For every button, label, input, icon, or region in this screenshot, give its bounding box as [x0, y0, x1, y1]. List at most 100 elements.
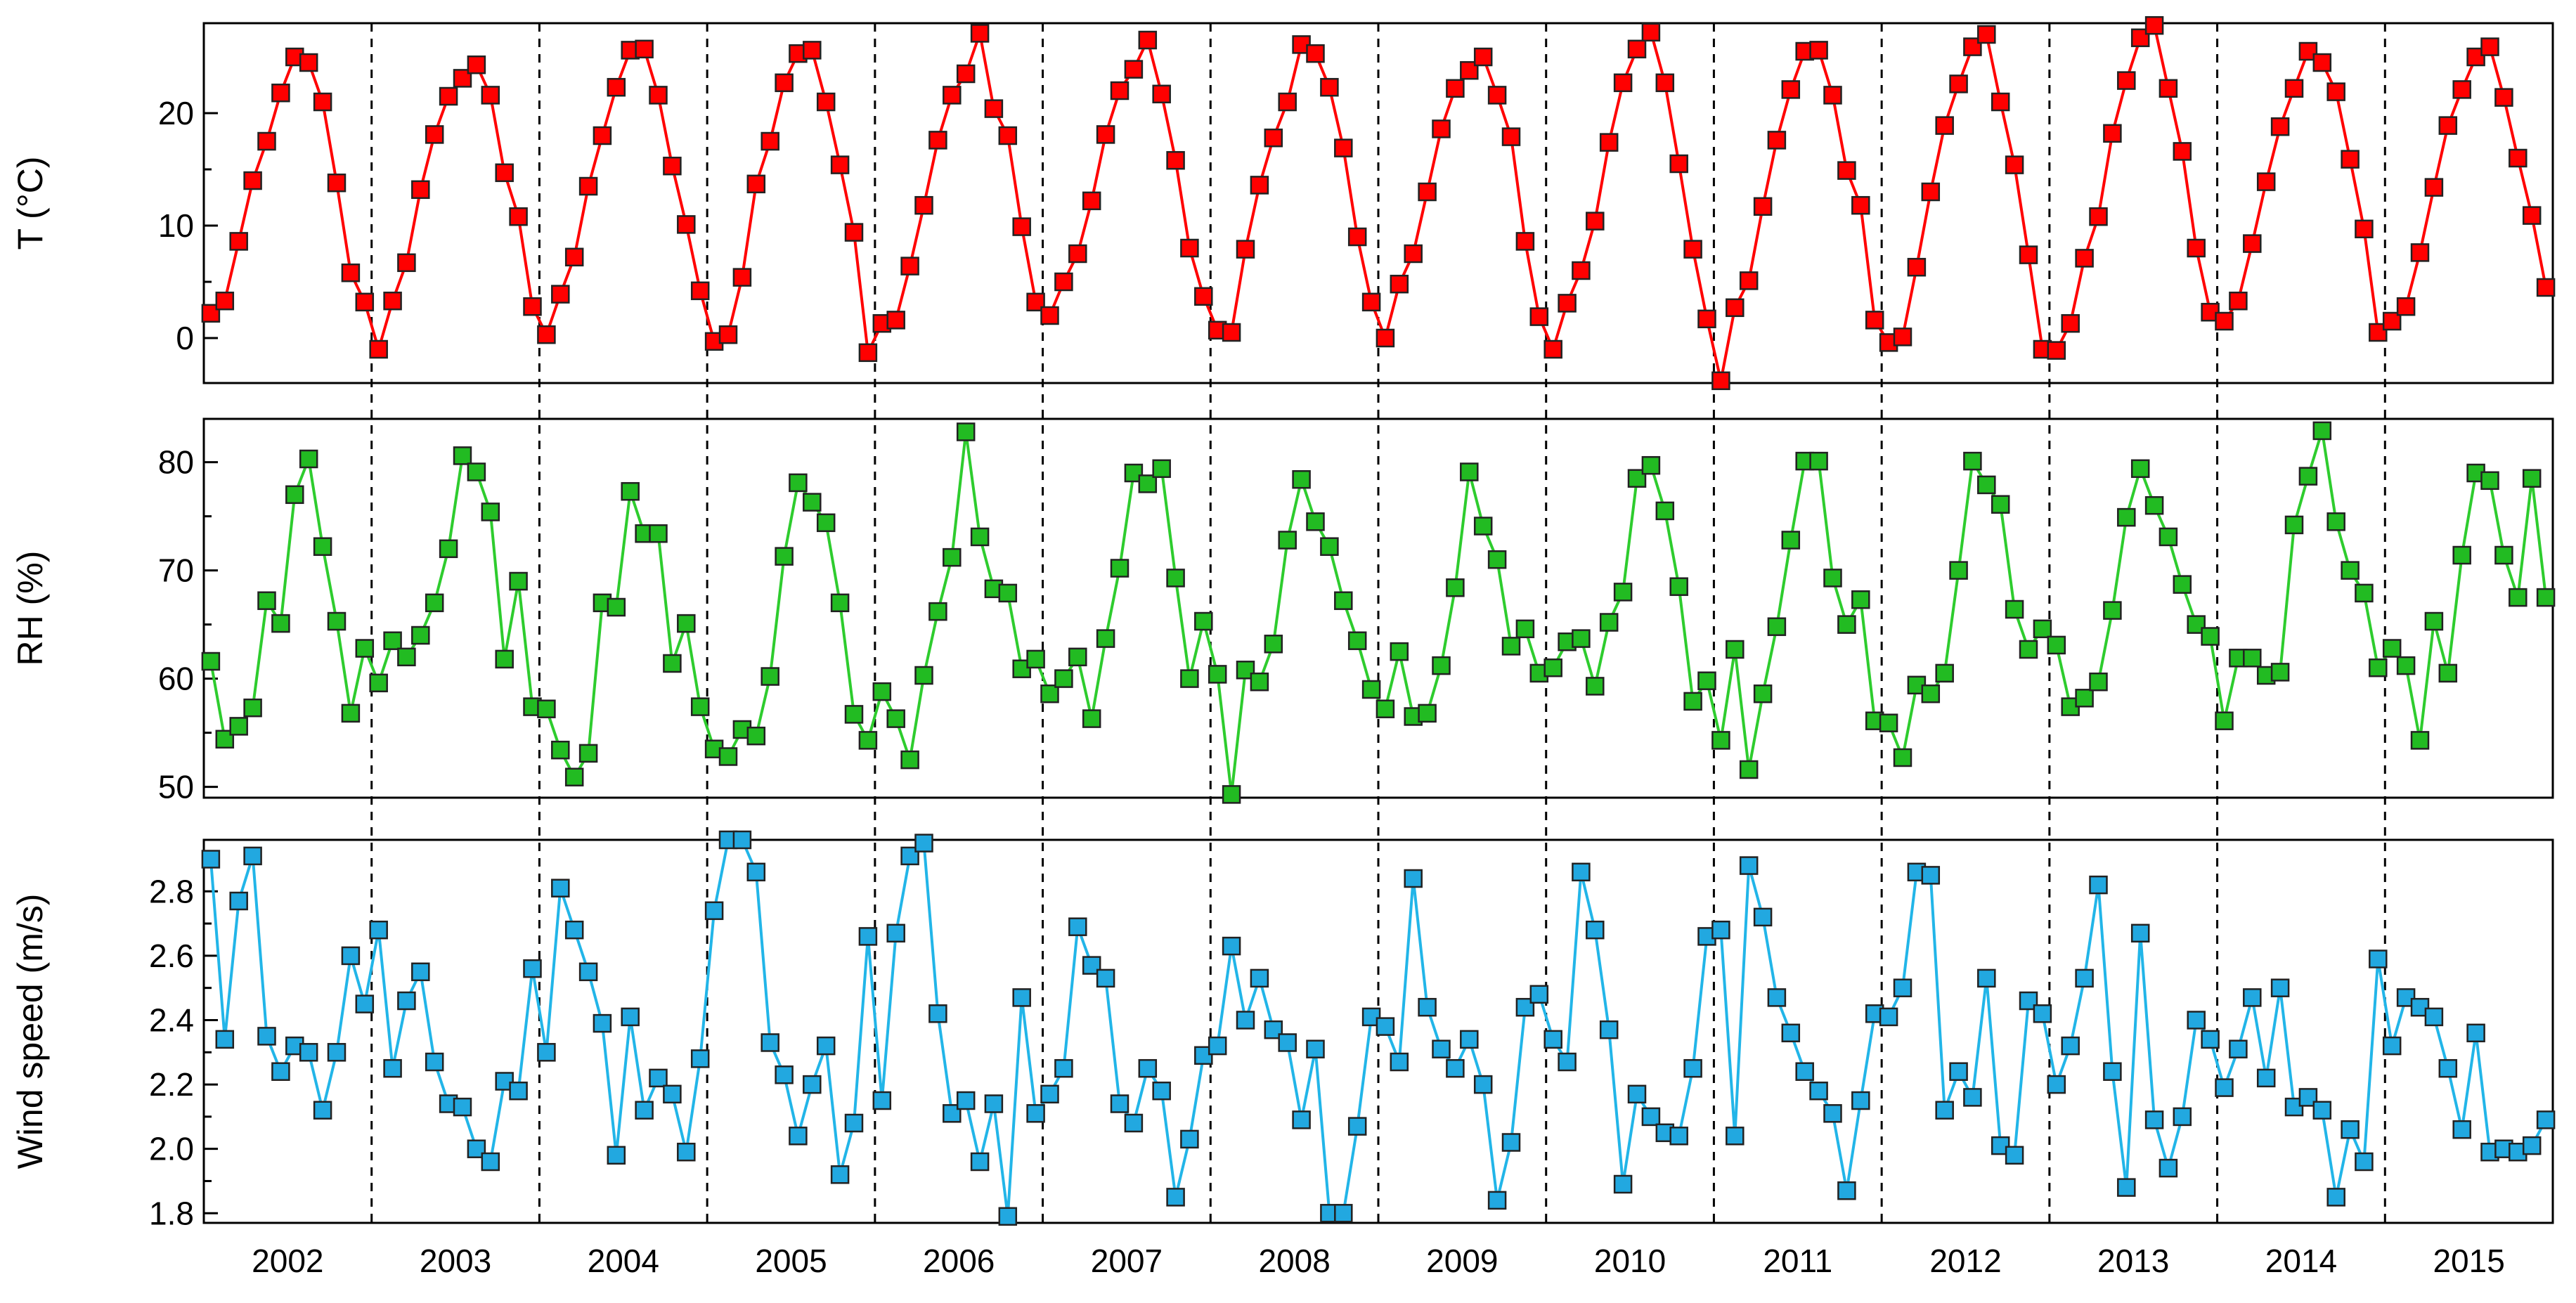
data-point [2158, 1158, 2178, 1178]
data-point [215, 291, 235, 311]
data-point [803, 493, 822, 512]
data-point [1236, 240, 1255, 259]
data-point [467, 55, 486, 74]
data-point [243, 698, 262, 718]
data-point [2522, 469, 2542, 488]
data-point [1726, 1127, 1745, 1146]
data-point [369, 339, 388, 359]
data-point [886, 923, 905, 943]
x-tick-label-2011: 2011 [1763, 1243, 1832, 1279]
data-point [1096, 125, 1115, 144]
data-point [1054, 669, 1073, 688]
data-point [1711, 371, 1730, 391]
data-point [775, 73, 794, 93]
data-point [2312, 1101, 2332, 1120]
data-point [2326, 82, 2345, 101]
x-tick-label-2008: 2008 [1258, 1243, 1330, 1279]
data-point [970, 24, 990, 43]
data-point [1501, 1133, 1521, 1152]
data-point [1166, 569, 1185, 588]
data-point [2075, 249, 2094, 268]
data-point [355, 994, 375, 1013]
y-tick-label: 2.0 [149, 1131, 194, 1167]
data-point [481, 1152, 500, 1172]
data-point [2089, 672, 2108, 692]
data-point [1026, 1104, 1045, 1123]
y-tick-label: 50 [158, 769, 194, 805]
data-point [1082, 709, 1101, 728]
data-point [467, 462, 486, 481]
data-point [998, 126, 1018, 145]
data-point [2312, 421, 2332, 441]
data-point [1250, 176, 1269, 195]
data-point [425, 593, 444, 613]
data-point [1446, 79, 1465, 98]
panel-2: 50 60 70 80 RH (%) [11, 417, 2556, 805]
data-point [1292, 469, 1311, 489]
data-point [1236, 661, 1255, 680]
data-point [397, 647, 416, 667]
data-point [341, 946, 361, 966]
data-point [1096, 629, 1115, 648]
data-point [1949, 74, 1968, 93]
data-point [984, 99, 1004, 118]
y-tick-label: 2.8 [149, 873, 194, 909]
data-point [2089, 207, 2108, 226]
data-point [718, 325, 738, 344]
data-point [2089, 875, 2108, 895]
data-point [2341, 561, 2360, 580]
data-point [1278, 92, 1297, 112]
data-point [564, 767, 584, 786]
data-point [1292, 1110, 1311, 1129]
data-point [1180, 1129, 1199, 1149]
data-point [2424, 178, 2444, 197]
data-point [411, 625, 430, 645]
data-point [495, 163, 514, 183]
data-point [830, 1165, 850, 1184]
data-point [2369, 323, 2388, 342]
data-point [844, 1113, 864, 1133]
data-point [1697, 309, 1716, 329]
data-point [2229, 1039, 2248, 1058]
data-point [1935, 663, 1954, 683]
data-point [1669, 1127, 1688, 1146]
data-point [1334, 1204, 1353, 1223]
data-point [1991, 495, 2010, 514]
data-point [1753, 684, 1773, 704]
data-point [2130, 459, 2150, 479]
y-tick-label: 0 [176, 320, 194, 356]
data-point [1152, 1081, 1171, 1101]
data-point [998, 583, 1018, 603]
x-tick-label-2015: 2015 [2433, 1243, 2504, 1279]
data-point [900, 750, 919, 770]
data-point [578, 962, 598, 982]
data-point [1487, 550, 1507, 569]
data-point [481, 503, 500, 521]
data-point [1068, 647, 1087, 667]
data-point [1781, 531, 1801, 550]
data-point [1194, 611, 1213, 631]
data-point [816, 513, 836, 533]
data-point [313, 537, 332, 556]
y-axis-title: Wind speed (m/s) [11, 894, 50, 1169]
data-point [1361, 680, 1381, 699]
x-tick-label-2004: 2004 [588, 1243, 659, 1279]
data-point [341, 263, 361, 283]
data-point [1823, 569, 1842, 588]
data-point [1236, 1011, 1255, 1030]
data-point [2158, 527, 2178, 547]
data-point [2243, 988, 2262, 1007]
data-point [2005, 1146, 2024, 1165]
data-point [215, 1030, 235, 1049]
data-point [1166, 150, 1185, 170]
data-point [2005, 155, 2024, 174]
data-point [1376, 1017, 1395, 1036]
data-point [1921, 684, 1941, 704]
x-tick-label-2007: 2007 [1091, 1243, 1163, 1279]
data-point [1376, 328, 1395, 348]
data-point [2522, 1136, 2542, 1155]
data-point [313, 92, 332, 112]
data-point [551, 879, 570, 897]
data-point [2536, 278, 2556, 297]
x-tick-label-2002: 2002 [252, 1243, 323, 1279]
